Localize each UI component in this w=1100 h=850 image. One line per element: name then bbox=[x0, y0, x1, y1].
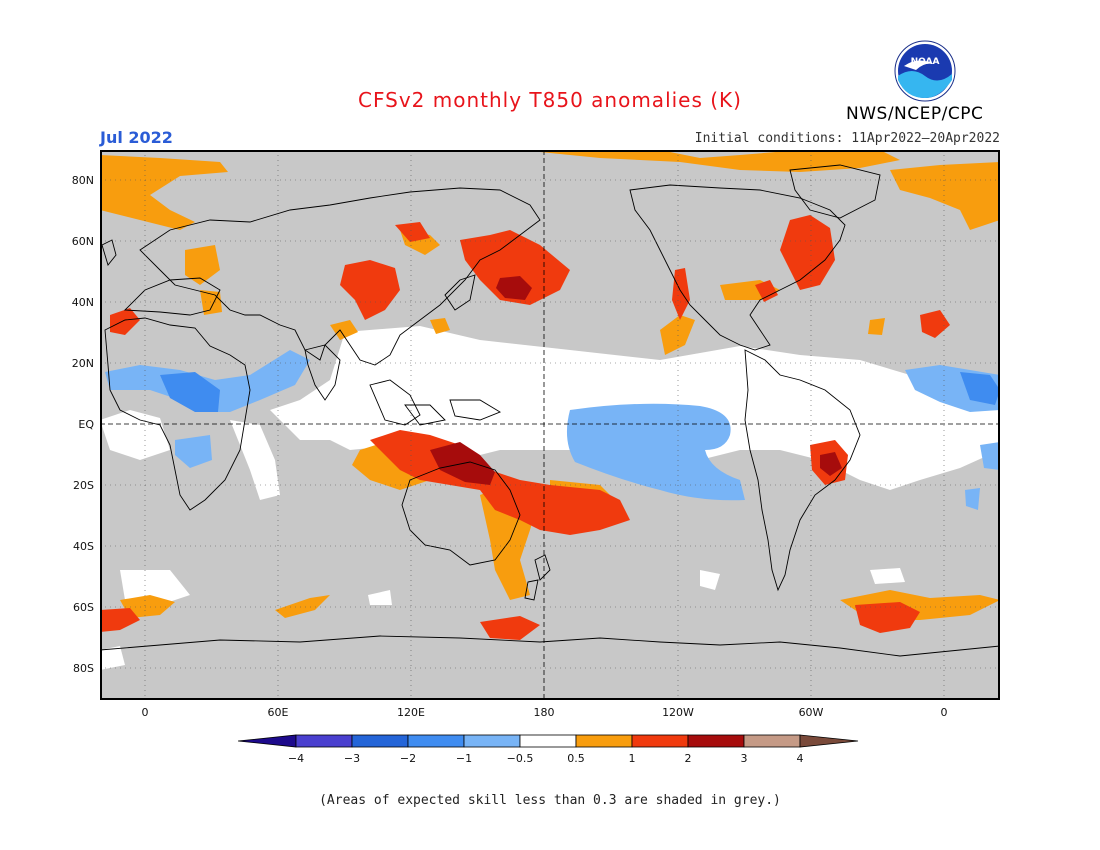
footnote: (Areas of expected skill less than 0.3 a… bbox=[319, 793, 781, 808]
colorbar-segment bbox=[463, 734, 521, 748]
colorbar-segment bbox=[631, 734, 689, 748]
lat-label-eq: EQ bbox=[78, 418, 94, 431]
blue-regions bbox=[160, 372, 1000, 412]
lat-label-80n: 80N bbox=[71, 174, 94, 187]
colorbar-tick-label: 3 bbox=[740, 752, 748, 765]
anomaly-map bbox=[100, 150, 1000, 700]
lat-label-80s: 80S bbox=[73, 662, 94, 675]
colorbar-left-triangle bbox=[238, 734, 297, 748]
colorbar-tick-label: 1 bbox=[628, 752, 636, 765]
coastlines bbox=[100, 164, 1000, 657]
colorbar-segment bbox=[351, 734, 409, 748]
graticule bbox=[100, 150, 1000, 700]
lat-label-60n: 60N bbox=[71, 235, 94, 248]
lon-label-180: 180 bbox=[533, 706, 555, 719]
lon-label-120w: 120W bbox=[662, 706, 694, 719]
colorbar-segment bbox=[575, 734, 633, 748]
colorbar-right-triangle bbox=[799, 734, 859, 748]
colorbar-tick-label: −4 bbox=[287, 752, 305, 765]
map-title: CFSv2 monthly T850 anomalies (K) bbox=[358, 88, 742, 112]
lon-label-120e: 120E bbox=[397, 706, 425, 719]
lon-label-0-east: 0 bbox=[940, 706, 948, 719]
lat-label-60s: 60S bbox=[73, 601, 94, 614]
forecast-month: Jul 2022 bbox=[100, 128, 173, 147]
colorbar bbox=[238, 734, 859, 748]
colorbar-segment bbox=[743, 734, 801, 748]
colorbar-tick-label: 4 bbox=[796, 752, 804, 765]
colorbar-tick-label: −0.5 bbox=[506, 752, 534, 765]
noaa-logo-text: NOAA bbox=[911, 57, 940, 67]
colorbar-segment bbox=[407, 734, 465, 748]
colorbar-tick-label: −2 bbox=[399, 752, 417, 765]
colorbar-segment bbox=[519, 734, 577, 748]
lon-label-0-west: 0 bbox=[141, 706, 149, 719]
lat-label-40s: 40S bbox=[73, 540, 94, 553]
colorbar-segment bbox=[295, 734, 353, 748]
noaa-logo: NOAA bbox=[894, 40, 956, 102]
agency-label: NWS/NCEP/CPC bbox=[846, 104, 984, 124]
lat-label-20s: 20S bbox=[73, 479, 94, 492]
lat-label-20n: 20N bbox=[71, 357, 94, 370]
colorbar-tick-label: 0.5 bbox=[567, 752, 585, 765]
colorbar-tick-label: −1 bbox=[455, 752, 473, 765]
map-frame bbox=[100, 150, 1000, 700]
colorbar-tick-label: −3 bbox=[343, 752, 361, 765]
initial-conditions: Initial conditions: 11Apr2022–20Apr2022 bbox=[694, 131, 1000, 146]
colorbar-tick-label: 2 bbox=[684, 752, 692, 765]
equator-dateline bbox=[100, 150, 1000, 700]
lat-label-40n: 40N bbox=[71, 296, 94, 309]
lon-label-60e: 60E bbox=[267, 706, 289, 719]
colorbar-segment bbox=[687, 734, 745, 748]
lon-label-60w: 60W bbox=[798, 706, 824, 719]
